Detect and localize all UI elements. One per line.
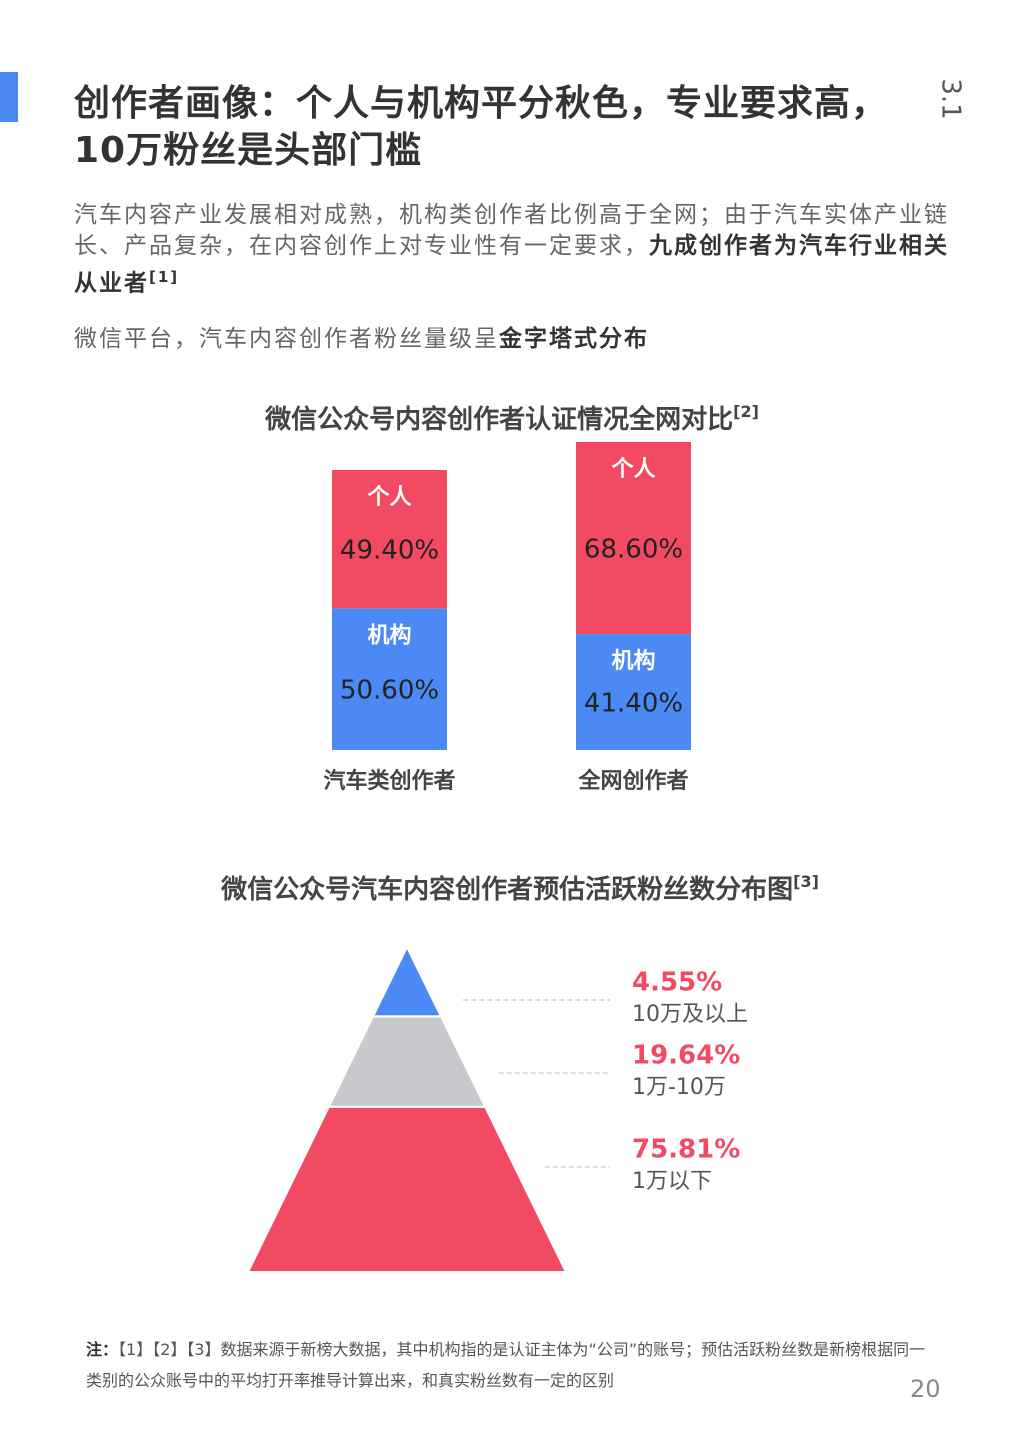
value-label: 49.40% — [340, 536, 439, 566]
page-title: 创作者画像：个人与机构平分秋色，专业要求高， — [74, 83, 889, 124]
bar-segment — [332, 470, 447, 609]
note-label: 注： — [86, 1340, 119, 1359]
value-label: 41.40% — [584, 689, 683, 719]
note-text: 【1】【2】【3】数据来源于新榜大数据，其中机构指的是认证主体为“公司”的账号；… — [86, 1340, 926, 1390]
paragraph-text: 微信平台，汽车内容创作者粉丝量级呈 — [74, 326, 499, 352]
reference: [3] — [793, 872, 819, 891]
paragraph-bold: 金字塔式分布 — [499, 326, 649, 352]
chart-title: 微信公众号汽车内容创作者预估活跃粉丝数分布图[3] — [220, 872, 819, 905]
value-label: 68.60% — [584, 535, 683, 565]
category-label: 1万-10万 — [632, 1075, 726, 1100]
segment-name: 机构 — [611, 648, 655, 674]
segment-name: 个人 — [611, 457, 655, 482]
reference: [1] — [149, 268, 180, 286]
category-label: 1万以下 — [632, 1169, 712, 1194]
segment-name: 个人 — [367, 485, 411, 510]
footnote: 注：【1】【2】【3】数据来源于新榜大数据，其中机构指的是认证主体为“公司”的账… — [86, 1334, 936, 1396]
chart-title: 微信公众号内容创作者认证情况全网对比[2] — [264, 402, 759, 435]
category-label: 汽车类创作者 — [323, 768, 455, 794]
value-label: 4.55% — [632, 968, 722, 998]
paragraph: 微信平台，汽车内容创作者粉丝量级呈金字塔式分布 — [74, 324, 964, 355]
category-label: 全网创作者 — [577, 768, 688, 794]
page-number: 20 — [910, 1375, 941, 1403]
pyramid-slice — [371, 944, 443, 1018]
chart-title-text: 微信公众号汽车内容创作者预估活跃粉丝数分布图 — [220, 874, 793, 905]
paragraph-bold: 九成创作者为汽车行业相关从业者 — [74, 233, 949, 297]
value-label: 19.64% — [632, 1041, 740, 1071]
bar-segment — [576, 634, 691, 750]
pyramid-slice — [327, 1015, 487, 1108]
value-label: 75.81% — [632, 1135, 740, 1165]
pyramid-slice — [246, 1105, 568, 1273]
reference: [2] — [733, 402, 759, 421]
page-title: 10万粉丝是头部门槛 — [74, 130, 423, 171]
chart-title-text: 微信公众号内容创作者认证情况全网对比 — [264, 404, 733, 435]
accent-bar — [0, 72, 18, 122]
bar-segment — [332, 608, 447, 750]
paragraph: 汽车内容产业发展相对成熟，机构类创作者比例高于全网；由于汽车实体产业链长、产品复… — [74, 200, 964, 300]
category-label: 10万及以上 — [632, 1002, 748, 1027]
value-label: 50.60% — [340, 676, 439, 706]
paragraph-text: 汽车内容产业发展相对成熟，机构类创作者比例高于全网；由于汽车实体产业链长、产品复… — [74, 202, 949, 259]
segment-name: 机构 — [367, 622, 411, 648]
bar-segment — [576, 442, 691, 635]
